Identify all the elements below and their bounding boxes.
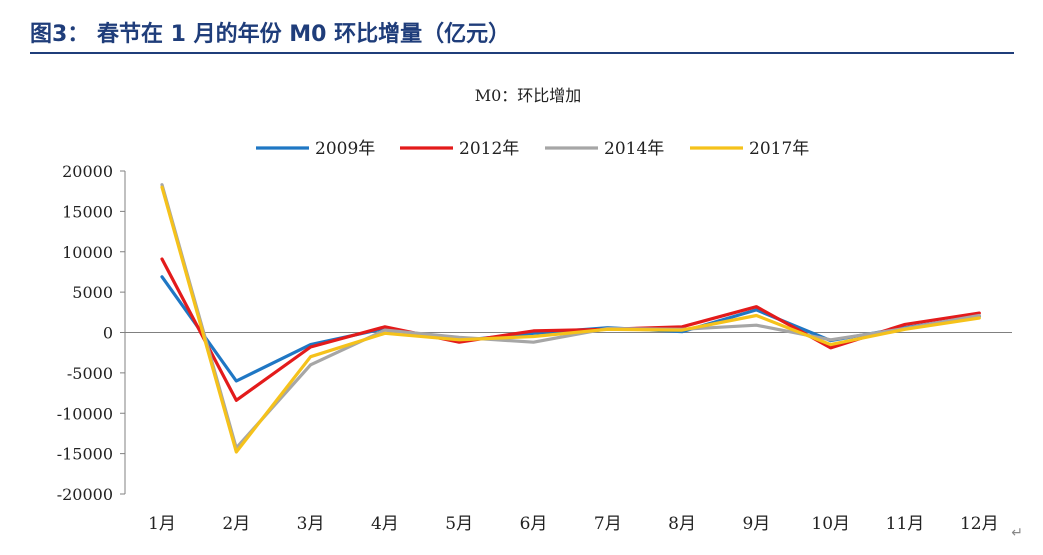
series-line-1 — [160, 257, 981, 402]
x-tick-label: 8月 — [668, 514, 696, 534]
legend-label: 2017年 — [749, 139, 809, 159]
return-mark: ↵ — [1011, 525, 1023, 541]
x-tick-label: 4月 — [371, 514, 399, 534]
x-tick-label: 1月 — [148, 514, 176, 534]
legend-label: 2012年 — [459, 139, 519, 159]
x-tick-label: 10月 — [811, 514, 850, 534]
legend-label: 2009年 — [315, 139, 375, 159]
y-tick-label: 10000 — [62, 243, 113, 262]
y-tick-label: 5000 — [72, 283, 113, 302]
legend: 2009年 2012年 2014年 2017年 — [256, 139, 809, 159]
y-tick-label: 0 — [103, 324, 113, 343]
y-tick-label: -15000 — [57, 445, 113, 464]
x-tick-label: 12月 — [960, 514, 999, 534]
y-tick-label: -20000 — [57, 485, 113, 504]
chart-title: M0：环比增加 — [475, 86, 582, 105]
series-line-2 — [160, 183, 981, 450]
series-line-3 — [160, 185, 981, 454]
x-tick-label: 6月 — [520, 514, 548, 534]
figure-title: 图3： 春节在 1 月的年份 M0 环比增量（亿元） — [30, 22, 511, 47]
x-tick-label: 3月 — [297, 514, 325, 534]
y-tick-label: 15000 — [62, 202, 113, 221]
x-tick-label: 5月 — [445, 514, 473, 534]
y-tick-label: 20000 — [62, 162, 113, 181]
legend-label: 2014年 — [604, 139, 664, 159]
y-tick-label: -10000 — [57, 404, 113, 423]
x-tick-label: 9月 — [742, 514, 770, 534]
series-layer — [160, 183, 981, 454]
x-tick-label: 2月 — [222, 514, 250, 534]
y-tick-label: -5000 — [67, 364, 113, 383]
x-tick-label: 11月 — [886, 514, 925, 534]
x-tick-label: 7月 — [594, 514, 622, 534]
figure-header: 图3： 春节在 1 月的年份 M0 环比增量（亿元） — [30, 10, 1014, 54]
axes: 20000 15000 10000 5000 0 -5000 -10000 -15000 -20… — [57, 162, 1012, 534]
